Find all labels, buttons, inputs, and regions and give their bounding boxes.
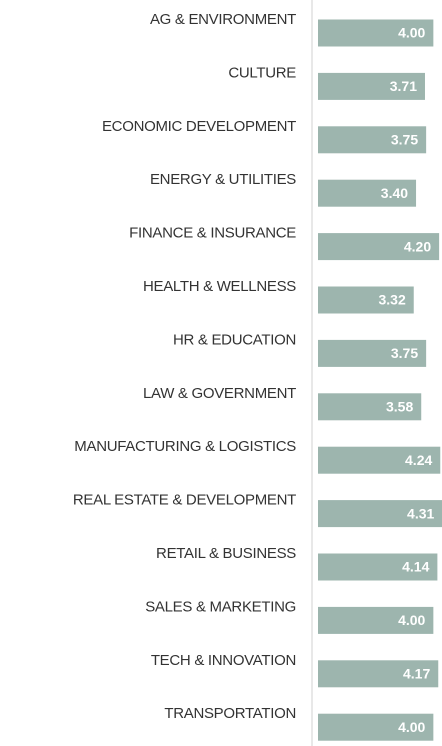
- bar: [318, 446, 441, 474]
- category-label: TRANSPORTATION: [164, 705, 296, 722]
- category-label: HEALTH & WELLNESS: [143, 278, 296, 295]
- category-label: TECH & INNOVATION: [151, 652, 296, 669]
- category-label: FINANCE & INSURANCE: [129, 225, 296, 242]
- bar: [318, 606, 434, 634]
- value-label: 4.00: [398, 612, 425, 628]
- category-label: REAL ESTATE & DEVELOPMENT: [73, 492, 296, 509]
- value-label: 3.75: [391, 345, 418, 361]
- bar: [318, 393, 422, 421]
- category-label: ECONOMIC DEVELOPMENT: [102, 118, 296, 135]
- value-label: 3.40: [381, 185, 408, 201]
- bar: [318, 660, 439, 688]
- bar: [318, 500, 442, 528]
- value-label: 4.31: [407, 505, 434, 521]
- value-label: 4.24: [405, 452, 432, 468]
- value-label: 3.71: [390, 78, 417, 94]
- bar: [318, 126, 427, 154]
- bar: [318, 179, 417, 207]
- value-label: 4.17: [403, 666, 430, 682]
- category-label: AG & ENVIRONMENT: [150, 11, 296, 28]
- value-label: 4.20: [404, 238, 431, 254]
- category-label: HR & EDUCATION: [173, 331, 296, 348]
- category-label: RETAIL & BUSINESS: [156, 545, 296, 562]
- bar: [318, 286, 414, 314]
- value-label: 4.14: [402, 559, 429, 575]
- category-label: SALES & MARKETING: [145, 598, 296, 615]
- bar: [318, 553, 438, 581]
- bar: [318, 713, 434, 741]
- category-label: LAW & GOVERNMENT: [143, 385, 296, 402]
- value-label: 4.00: [398, 719, 425, 735]
- bar: [318, 339, 427, 367]
- category-label: MANUFACTURING & LOGISTICS: [74, 438, 296, 455]
- value-label: 3.32: [378, 292, 405, 308]
- value-label: 3.75: [391, 132, 418, 148]
- bar: [318, 233, 440, 261]
- value-label: 3.58: [386, 399, 413, 415]
- bar: [318, 72, 425, 100]
- bar: [318, 19, 434, 47]
- value-label: 4.00: [398, 25, 425, 41]
- category-label: ENERGY & UTILITIES: [150, 171, 296, 188]
- category-label: CULTURE: [228, 64, 296, 81]
